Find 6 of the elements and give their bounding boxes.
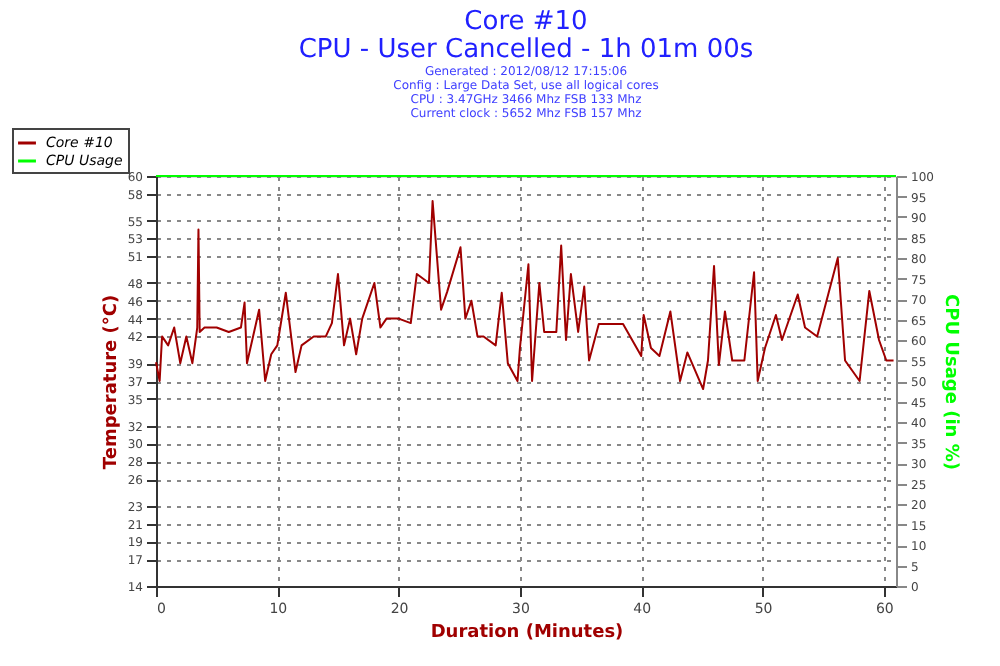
y2-axis-title: CPU Usage (in %) [939, 294, 960, 470]
x-axis-title: Duration (Minutes) [430, 623, 624, 643]
line-series [155, 199, 895, 391]
y-axis-title: Temperature (°C) [101, 294, 122, 470]
chart-subtitle: CPU - User Cancelled - 1h 01m 00s [298, 35, 754, 65]
chart-title: Core #10 [464, 7, 588, 37]
